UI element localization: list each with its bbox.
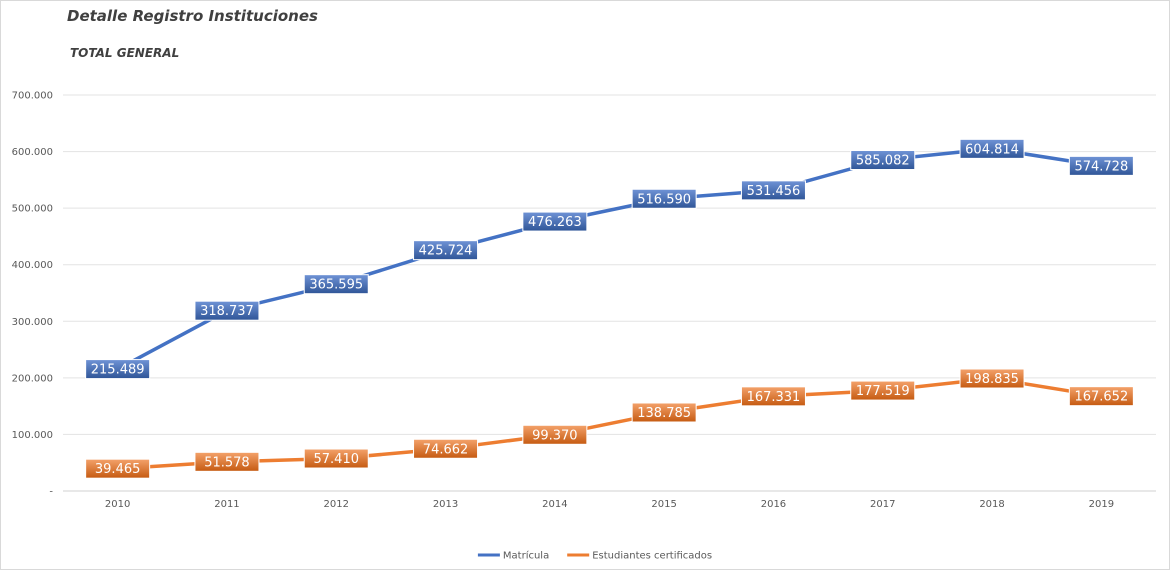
y-tick-label: 700.000	[12, 91, 53, 102]
data-label-box	[959, 368, 1025, 389]
data-label-box	[522, 424, 588, 445]
data-label-value: 138.785	[637, 406, 691, 421]
data-label-value: 318.737	[200, 304, 254, 319]
data-label-value: 167.331	[747, 390, 801, 405]
chart-title: Detalle Registro Instituciones	[67, 7, 318, 25]
data-label: 198.835	[959, 368, 1025, 389]
x-tick-label: 2019	[1089, 499, 1114, 510]
data-label: 516.590	[631, 188, 697, 209]
data-label-box	[1068, 386, 1134, 407]
series-line-0	[115, 147, 1104, 371]
data-label: 425.724	[413, 240, 479, 261]
legend-label: Matrícula	[503, 550, 549, 562]
data-label: 167.331	[740, 386, 806, 407]
y-tick-label: 100.000	[12, 430, 53, 441]
data-labels: 215.489 318.737 365.595 425.724 476.263 516.5…	[85, 138, 1134, 479]
series-lines	[115, 147, 1104, 471]
data-label-value: 531.456	[747, 184, 801, 199]
data-label-value: 177.519	[856, 384, 910, 399]
legend: Matrícula Estudiantes certificados	[477, 550, 712, 562]
data-label-box	[850, 150, 916, 171]
x-tick-label: 2012	[324, 499, 349, 510]
data-label: 476.263	[522, 211, 588, 232]
data-label: 215.489	[85, 359, 151, 380]
data-label-box	[740, 180, 806, 201]
data-label: 574.728	[1068, 155, 1134, 176]
data-label: 39.465	[85, 458, 151, 479]
data-label-box	[413, 240, 479, 261]
y-tick-label: 400.000	[12, 260, 53, 271]
data-label-box	[85, 458, 151, 479]
data-label-value: 585.082	[856, 154, 910, 169]
data-label-box	[850, 380, 916, 401]
data-label: 365.595	[303, 274, 369, 295]
data-label: 585.082	[850, 150, 916, 171]
y-tick-label: 600.000	[12, 147, 53, 158]
data-label-value: 51.578	[204, 455, 250, 470]
data-label: 57.410	[303, 448, 369, 469]
data-label: 531.456	[740, 180, 806, 201]
data-label: 177.519	[850, 380, 916, 401]
data-label-box	[303, 448, 369, 469]
data-label: 74.662	[413, 438, 479, 459]
data-label-value: 39.465	[95, 462, 141, 477]
data-label-box	[194, 451, 260, 472]
data-label-box	[631, 188, 697, 209]
data-label: 604.814	[959, 138, 1025, 159]
data-label-box	[85, 359, 151, 380]
y-axis: - 100.000 200.000 300.000 400.000 500.000 600.…	[12, 91, 54, 498]
series-line-1	[115, 376, 1104, 471]
data-label-value: 215.489	[91, 363, 145, 378]
data-label-box	[194, 300, 260, 321]
data-label: 138.785	[631, 402, 697, 423]
data-label-box	[959, 138, 1025, 159]
data-label-value: 57.410	[314, 452, 360, 467]
x-tick-label: 2011	[214, 499, 239, 510]
legend-label: Estudiantes certificados	[592, 551, 712, 562]
y-tick-label: 200.000	[12, 373, 53, 384]
data-label-value: 365.595	[309, 278, 363, 293]
x-tick-label: 2016	[761, 499, 786, 510]
data-label-value: 167.652	[1074, 390, 1128, 405]
data-label: 99.370	[522, 424, 588, 445]
data-label-value: 516.590	[637, 192, 691, 207]
y-tick-label: -	[49, 487, 53, 498]
y-tick-label: 300.000	[12, 317, 53, 328]
data-label-value: 425.724	[419, 244, 473, 259]
data-label-value: 74.662	[423, 442, 469, 457]
data-label-box	[522, 211, 588, 232]
x-tick-label: 2017	[870, 499, 895, 510]
legend-item[interactable]: Matrícula	[477, 550, 549, 562]
x-tick-label: 2015	[651, 499, 676, 510]
data-label-box	[740, 386, 806, 407]
data-label: 318.737	[194, 300, 260, 321]
y-tick-label: 500.000	[12, 204, 53, 215]
x-tick-label: 2018	[979, 499, 1004, 510]
data-label-box	[631, 402, 697, 423]
x-axis: 2010 2011 2012 2013 2014 2015 2016 2017 2018 2019	[105, 499, 1114, 510]
data-label: 51.578	[194, 451, 260, 472]
data-label-box	[303, 274, 369, 295]
chart-subtitle: TOTAL GENERAL	[70, 46, 180, 60]
data-label: 167.652	[1068, 386, 1134, 407]
x-tick-label: 2013	[433, 499, 458, 510]
x-tick-label: 2010	[105, 499, 130, 510]
data-label-box	[413, 438, 479, 459]
data-label-value: 99.370	[532, 428, 578, 443]
x-tick-label: 2014	[542, 499, 567, 510]
data-label-value: 604.814	[965, 142, 1019, 157]
data-label-value: 476.263	[528, 215, 582, 230]
data-label-value: 574.728	[1074, 159, 1128, 174]
data-label-value: 198.835	[965, 372, 1019, 387]
data-label-box	[1068, 155, 1134, 176]
legend-item[interactable]: Estudiantes certificados	[567, 551, 712, 562]
